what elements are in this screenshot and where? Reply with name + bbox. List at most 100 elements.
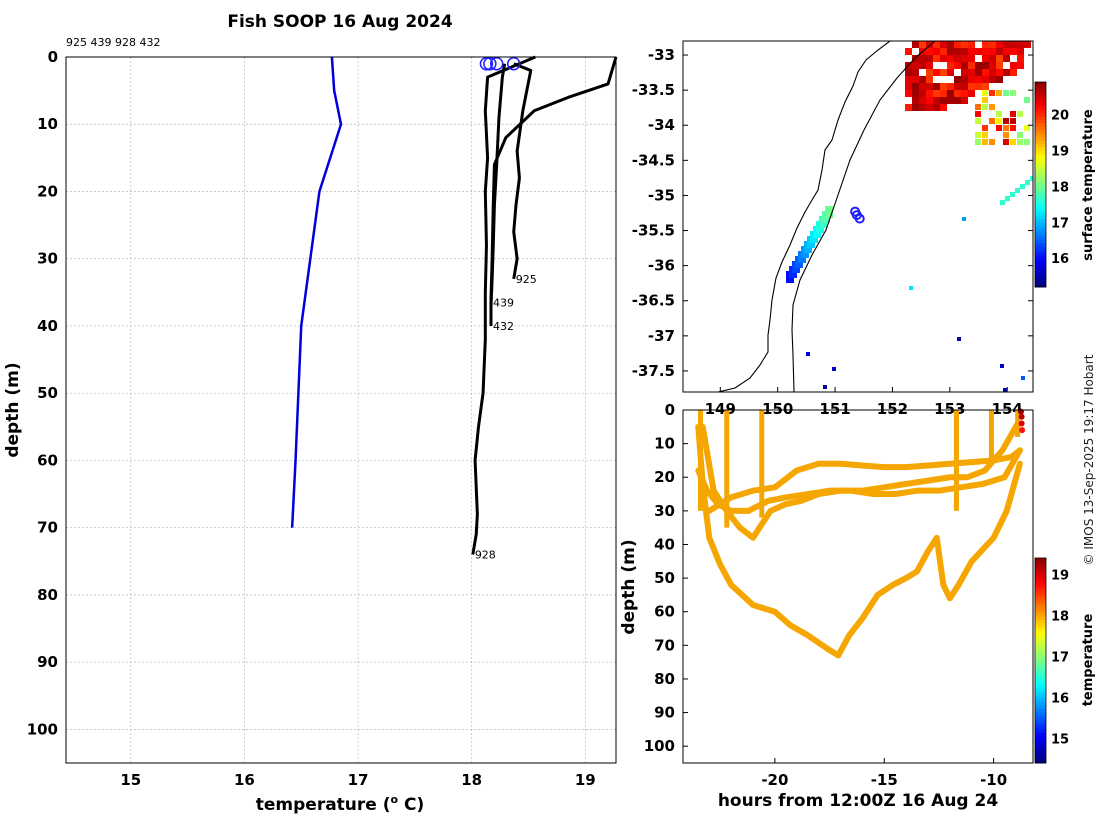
- sst-pixel: [1000, 200, 1005, 205]
- dt-colorbar-segment: [1035, 626, 1046, 631]
- dt-colorbar-segment: [1035, 595, 1046, 600]
- sst-pixel: [1003, 139, 1009, 145]
- sst-pixel: [989, 118, 995, 124]
- dt-x-tick-label-20: -20: [761, 771, 788, 789]
- sst-pixel: [975, 69, 982, 76]
- sst-pixel: [933, 90, 940, 97]
- sst-pixel: [1003, 55, 1010, 62]
- map-colorbar-segment: [1035, 112, 1046, 117]
- map-colorbar-segment: [1035, 116, 1046, 121]
- x-tick-label-16: 16: [234, 771, 255, 789]
- sst-pixel: [989, 76, 996, 83]
- map-colorbar-tick-20: 20: [1051, 108, 1069, 123]
- dt-colorbar-segment: [1035, 619, 1046, 624]
- sst-pixel: [933, 48, 940, 55]
- map-colorbar-segment: [1035, 273, 1046, 278]
- map-colorbar-segment: [1035, 174, 1046, 179]
- dt-colorbar-segment: [1035, 745, 1046, 750]
- map-colorbar-segment: [1035, 228, 1046, 233]
- sst-pixel: [1010, 90, 1016, 96]
- dt-colorbar-segment: [1035, 742, 1046, 747]
- sst-pixel: [989, 48, 996, 55]
- sst-pixel: [919, 41, 926, 48]
- sst-pixel: [961, 55, 968, 62]
- x-tick-label-15: 15: [120, 771, 141, 789]
- depth-track-4: [706, 447, 1023, 514]
- sst-pixel: [982, 41, 989, 48]
- y-tick-label-20: 20: [37, 182, 58, 200]
- map-colorbar-segment: [1035, 126, 1046, 131]
- sst-pixel: [912, 55, 919, 62]
- sst-pixel: [926, 104, 933, 111]
- sst-pixel: [940, 41, 947, 48]
- sst-pixel: [961, 48, 968, 55]
- sst-pixel: [933, 69, 940, 76]
- sst-pixel: [982, 132, 988, 138]
- sst-pixel: [905, 104, 912, 111]
- dt-colorbar-segment: [1035, 711, 1046, 716]
- position-marker-3: [854, 213, 865, 224]
- sst-pixel: [912, 104, 919, 111]
- map-y-tick-label-33-5: -33.5: [632, 81, 675, 99]
- dt-colorbar-segment: [1035, 749, 1046, 754]
- sst-pixel: [954, 48, 961, 55]
- dt-colorbar-segment: [1035, 681, 1046, 685]
- sst-pixel: [919, 55, 926, 62]
- map-colorbar-segment: [1035, 177, 1046, 182]
- map-colorbar-tick-16: 16: [1051, 252, 1069, 267]
- sst-pixel: [1024, 97, 1030, 103]
- sst-pixel: [926, 76, 933, 83]
- y-tick-label-40: 40: [37, 317, 58, 335]
- shelf-contour: [791, 41, 936, 392]
- sst-pixel: [962, 217, 966, 221]
- profile-plot-frame: [65, 56, 617, 764]
- sst-pixel: [957, 337, 961, 341]
- sst-pixel: [933, 104, 940, 111]
- sst-pixel: [919, 97, 926, 104]
- sst-pixel: [832, 367, 836, 371]
- profile-id-label-925: 925: [516, 273, 537, 286]
- sst-pixel: [926, 69, 933, 76]
- dt-colorbar-segment: [1035, 622, 1046, 627]
- map-colorbar-segment: [1035, 187, 1046, 192]
- map-colorbar-segment: [1035, 235, 1046, 240]
- dt-colorbar-segment: [1035, 674, 1046, 679]
- sst-pixel: [905, 48, 912, 55]
- sst-pixel: [912, 76, 919, 83]
- sst-pixel: [968, 41, 975, 48]
- sst-pixel: [954, 90, 961, 97]
- map-colorbar-segment: [1035, 239, 1046, 244]
- sst-pixel: [975, 111, 981, 117]
- dt-y-tick-label-70: 70: [654, 636, 675, 654]
- sst-pixel: [1017, 48, 1024, 55]
- sst-pixel: [982, 125, 988, 131]
- dt-y-tick-label-10: 10: [654, 435, 675, 453]
- map-colorbar-segment: [1035, 129, 1046, 134]
- sst-pixel: [912, 83, 919, 90]
- sst-pixel: [1003, 48, 1010, 55]
- dt-x-tick-label-10: -10: [980, 771, 1007, 789]
- map-colorbar-segment: [1035, 218, 1046, 223]
- map-colorbar-segment: [1035, 256, 1046, 261]
- coastline: [708, 41, 891, 392]
- sst-pixel: [919, 83, 926, 90]
- sst-pixel: [912, 97, 919, 104]
- map-colorbar-segment: [1035, 225, 1046, 230]
- sst-pixel: [961, 41, 968, 48]
- sst-pixel: [1017, 132, 1023, 138]
- map-colorbar-segment: [1035, 252, 1046, 257]
- y-tick-label-30: 30: [37, 250, 58, 268]
- dt-y-tick-label-50: 50: [654, 569, 675, 587]
- map-x-tick-label-154: 154: [992, 400, 1023, 418]
- sst-pixel: [996, 90, 1002, 96]
- map-colorbar-segment: [1035, 276, 1046, 281]
- dt-colorbar-segment: [1035, 677, 1046, 682]
- sst-pixel: [989, 62, 996, 69]
- dt-colorbar-segment: [1035, 558, 1046, 562]
- dt-y-tick-label-40: 40: [654, 535, 675, 553]
- sst-pixel: [1024, 139, 1030, 145]
- sst-pixel: [961, 97, 968, 104]
- profile-x-axis-label: temperature (o C): [256, 793, 425, 815]
- map-colorbar-segment: [1035, 263, 1046, 267]
